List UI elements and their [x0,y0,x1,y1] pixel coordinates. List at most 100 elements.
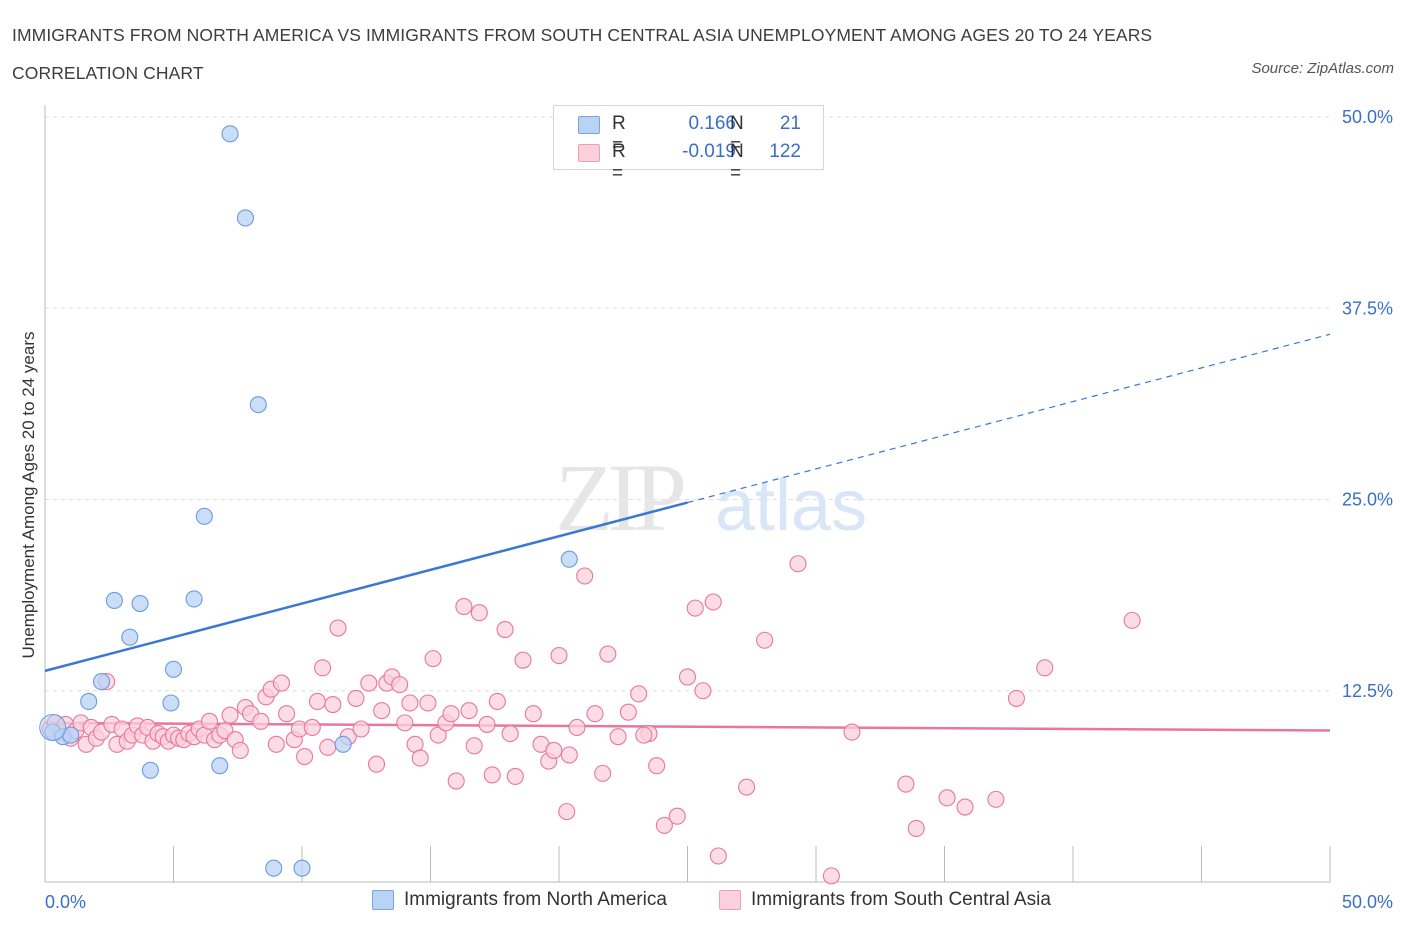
trend-line-north-america-extension [687,333,1331,504]
trend-line-north-america [44,501,688,673]
point-south-central-asia [252,712,270,730]
trend-line-south-central-asia [44,721,1331,732]
point-south-central-asia [956,798,974,816]
legend-r-value: 0.166 [688,113,736,134]
bottom-legend-swatch-north-america [372,890,394,910]
point-south-central-asia [447,772,465,790]
point-south-central-asia [822,867,840,885]
legend-n-label: N = [730,113,744,156]
point-south-central-asia [478,715,496,733]
point-south-central-asia [678,668,697,686]
point-south-central-asia [704,593,722,611]
point-south-central-asia [501,725,519,743]
point-south-central-asia [200,712,219,730]
point-north-america [293,859,311,877]
point-south-central-asia [488,692,506,711]
point-south-central-asia [568,718,586,737]
chart-title: IMMIGRANTS FROM NORTH AMERICA VS IMMIGRA… [12,25,1153,83]
point-south-central-asia [586,705,604,723]
point-south-central-asia [599,645,617,663]
point-south-central-asia [352,720,370,738]
point-south-central-asia [278,705,296,723]
point-south-central-asia [221,706,239,724]
point-north-america [195,507,213,525]
point-south-central-asia [401,694,419,712]
point-south-central-asia [1123,611,1141,629]
point-south-central-asia [272,674,290,692]
point-south-central-asia [419,694,437,712]
source-label: Source: ZipAtlas.com [1251,60,1394,77]
point-north-america [164,660,183,678]
legend-n-value: 21 [779,113,801,134]
bottom-legend-swatch-south-central-asia [719,890,741,910]
point-south-central-asia [738,778,756,796]
point-south-central-asia [296,747,314,766]
point-south-central-asia [424,650,442,668]
point-south-central-asia [560,746,578,764]
point-south-central-asia [324,695,342,714]
point-north-america [141,761,159,779]
point-south-central-asia [524,705,542,723]
point-south-central-asia [460,702,478,720]
legend-n-value: 122 [769,141,801,162]
point-south-central-asia [668,807,686,825]
point-south-central-asia [619,703,637,721]
point-south-central-asia [843,723,861,741]
point-south-central-asia [465,737,483,755]
point-north-america [105,591,123,610]
point-north-america [92,673,111,691]
watermark-zip: ZIP [555,444,684,551]
legend-r-value: -0.019 [682,141,736,162]
point-south-central-asia [635,726,653,744]
point-south-central-asia [789,555,807,573]
point-south-central-asia [907,819,925,838]
point-north-america [221,125,239,143]
point-south-central-asia [545,741,563,759]
point-south-central-asia [267,735,285,753]
watermark: ZIP atlas [555,444,867,551]
point-south-central-asia [1007,689,1026,707]
y-tick-label: 50.0% [1342,107,1393,127]
point-north-america [162,694,180,712]
point-south-central-asia [550,647,568,665]
point-south-central-asia [314,659,332,677]
axes [44,105,1331,883]
point-south-central-asia [756,631,774,649]
point-south-central-asia [609,728,627,746]
correlation-legend: R = 0.166 N = 21 R = -0.019 N = 122 [553,105,824,184]
y-tick-label: 12.5% [1342,681,1393,701]
point-south-central-asia [558,803,576,821]
y-tick-label: 37.5% [1342,298,1393,318]
point-south-central-asia [373,702,391,720]
point-north-america [265,859,283,877]
point-south-central-asia [648,757,666,775]
legend-r-label: R = [612,113,626,156]
point-south-central-asia [594,764,612,782]
point-south-central-asia [455,598,473,616]
point-north-america [560,550,578,568]
y-axis-label: Unemployment Among Ages 20 to 24 years [19,331,38,659]
point-south-central-asia [938,789,956,807]
point-south-central-asia [347,689,365,707]
legend-swatch-north-america [578,116,600,134]
point-north-america [211,757,229,775]
point-south-central-asia [483,766,501,784]
point-south-central-asia [496,620,514,639]
data-points [39,125,1141,885]
point-south-central-asia [630,685,648,703]
legend-swatch-south-central-asia [578,144,600,162]
point-south-central-asia [442,705,460,723]
x-tick-label: 0.0% [45,892,86,912]
point-north-america [80,692,98,711]
point-south-central-asia [655,816,673,834]
point-south-central-asia [411,749,429,767]
legend-r-label: R = [612,141,626,184]
point-south-central-asia [506,767,524,785]
point-south-central-asia [329,619,347,637]
bottom-legend-label-north-america: Immigrants from North America [404,889,667,910]
point-north-america [131,594,149,613]
x-tick-label: 50.0% [1342,892,1393,912]
point-north-america [236,209,255,227]
point-north-america [249,396,267,414]
